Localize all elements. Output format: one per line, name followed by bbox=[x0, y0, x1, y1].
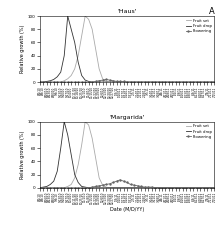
Fruit drop bbox=[210, 186, 212, 189]
Fruit drop bbox=[80, 185, 83, 188]
Fruit drop bbox=[38, 186, 41, 189]
Fruit set bbox=[210, 81, 212, 83]
Flowering bbox=[157, 81, 160, 83]
Flowering bbox=[94, 80, 97, 83]
Flowering bbox=[91, 186, 93, 188]
Fruit set bbox=[38, 81, 41, 83]
Fruit set bbox=[168, 81, 170, 83]
Fruit drop bbox=[94, 81, 97, 83]
Fruit drop bbox=[66, 15, 69, 17]
Text: A: A bbox=[209, 7, 214, 16]
Flowering bbox=[119, 178, 121, 181]
Flowering bbox=[77, 81, 80, 83]
Fruit drop bbox=[210, 81, 212, 83]
Flowering bbox=[91, 81, 93, 83]
Flowering bbox=[210, 186, 212, 189]
Flowering bbox=[168, 81, 170, 83]
Fruit set bbox=[210, 186, 212, 189]
Fruit set bbox=[98, 177, 101, 179]
Fruit drop bbox=[98, 81, 101, 83]
Flowering bbox=[210, 81, 212, 83]
Fruit drop bbox=[98, 186, 101, 189]
Fruit set bbox=[77, 54, 80, 57]
Flowering bbox=[94, 185, 97, 188]
Fruit set bbox=[157, 81, 160, 83]
Flowering bbox=[213, 186, 216, 189]
Flowering bbox=[38, 81, 41, 83]
Line: Fruit drop: Fruit drop bbox=[40, 16, 214, 82]
Fruit set bbox=[157, 186, 160, 189]
Legend: Fruit set, Fruit drop, Flowering: Fruit set, Fruit drop, Flowering bbox=[185, 124, 212, 139]
Fruit set bbox=[94, 48, 97, 50]
Fruit drop bbox=[157, 81, 160, 83]
Line: Flowering: Flowering bbox=[39, 179, 215, 188]
Flowering bbox=[77, 186, 80, 189]
Fruit set bbox=[84, 120, 86, 123]
Line: Fruit set: Fruit set bbox=[40, 16, 214, 82]
Title: 'Haus': 'Haus' bbox=[117, 9, 137, 14]
Title: 'Margarida': 'Margarida' bbox=[109, 115, 145, 120]
Fruit drop bbox=[168, 81, 170, 83]
Y-axis label: Relative growth (%): Relative growth (%) bbox=[20, 25, 25, 73]
Fruit set bbox=[98, 68, 101, 70]
Fruit drop bbox=[213, 81, 216, 83]
X-axis label: Date (M/D/YY): Date (M/D/YY) bbox=[110, 207, 144, 212]
Flowering bbox=[213, 81, 216, 83]
Fruit set bbox=[168, 186, 170, 189]
Fruit set bbox=[77, 163, 80, 166]
Fruit drop bbox=[38, 81, 41, 83]
Fruit drop bbox=[168, 186, 170, 189]
Fruit drop bbox=[94, 186, 97, 189]
Fruit drop bbox=[157, 186, 160, 189]
Flowering bbox=[168, 186, 170, 189]
Fruit drop bbox=[213, 186, 216, 189]
Line: Fruit drop: Fruit drop bbox=[40, 122, 214, 188]
Flowering bbox=[105, 78, 107, 81]
Fruit set bbox=[38, 186, 41, 189]
Fruit set bbox=[84, 15, 86, 17]
Fruit set bbox=[94, 157, 97, 159]
Legend: Fruit set, Fruit drop, Flowering: Fruit set, Fruit drop, Flowering bbox=[185, 18, 212, 34]
Line: Flowering: Flowering bbox=[39, 79, 215, 83]
Fruit set bbox=[213, 81, 216, 83]
Flowering bbox=[157, 186, 160, 189]
Fruit set bbox=[213, 186, 216, 189]
Y-axis label: Relative growth (%): Relative growth (%) bbox=[20, 131, 25, 179]
Line: Fruit set: Fruit set bbox=[40, 122, 214, 188]
Fruit drop bbox=[80, 74, 83, 77]
Fruit drop bbox=[63, 120, 66, 123]
Flowering bbox=[38, 186, 41, 189]
